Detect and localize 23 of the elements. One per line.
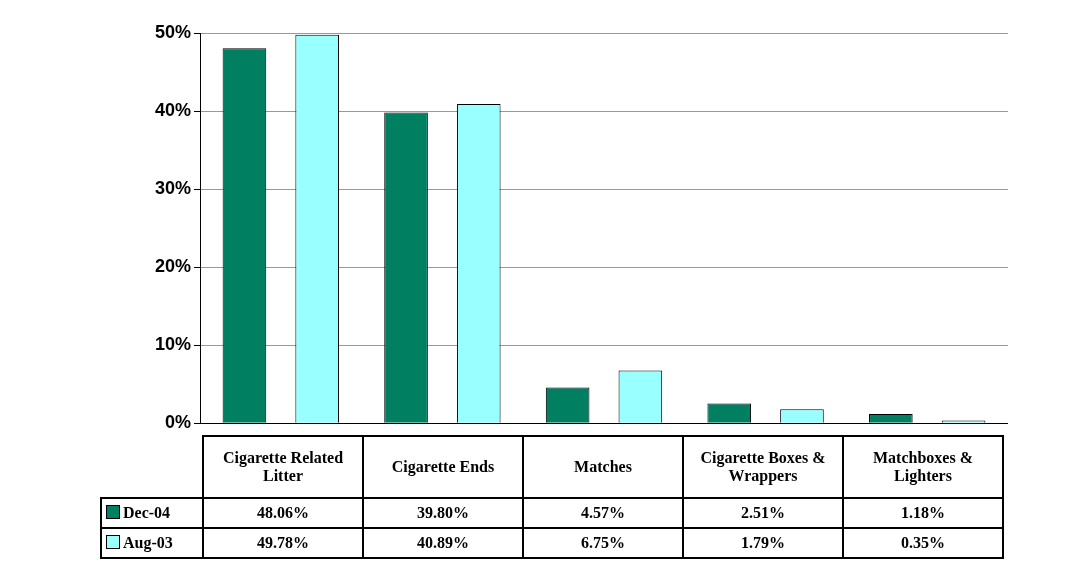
y-tick-label: 30% [154, 178, 191, 199]
data-label: 1.18% [843, 498, 1003, 528]
y-tick-label: 0% [164, 412, 191, 433]
data-label: 6.75% [523, 528, 683, 558]
x-tick-label: Matches [523, 436, 683, 498]
y-tick-label: 40% [154, 100, 191, 121]
data-label: 49.78% [203, 528, 363, 558]
data-label: 0.35% [843, 528, 1003, 558]
data-label: 48.06% [203, 498, 363, 528]
x-tick-label: Cigarette Related Litter [203, 436, 363, 498]
y-tick-label: 10% [154, 334, 191, 355]
data-label: 1.79% [683, 528, 843, 558]
data-label: 4.57% [523, 498, 683, 528]
legend-label: Aug-03 [123, 534, 173, 551]
data-label: 39.80% [363, 498, 523, 528]
y-tick-label: 50% [154, 21, 191, 42]
y-tick-label: 20% [154, 256, 191, 277]
x-tick-label: Cigarette Boxes & Wrappers [683, 436, 843, 498]
data-label: 40.89% [363, 528, 523, 558]
legend-label: Dec-04 [123, 504, 171, 521]
x-tick-label: Cigarette Ends [363, 436, 523, 498]
data-label: 2.51% [683, 498, 843, 528]
x-tick-label: Matchboxes & Lighters [843, 436, 1003, 498]
